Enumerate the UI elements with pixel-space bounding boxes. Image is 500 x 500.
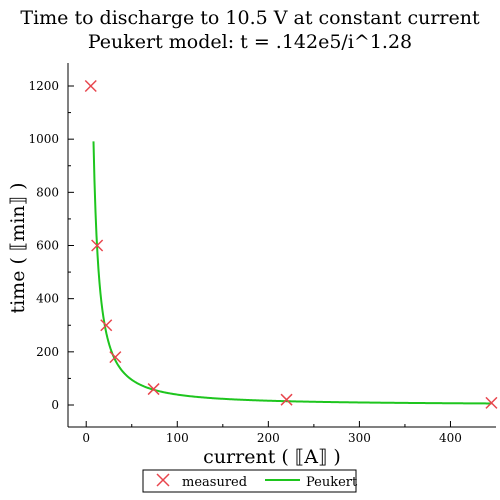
legend-marker-measured (156, 473, 170, 487)
chart-title: Time to discharge to 10.5 V at constant … (20, 7, 480, 29)
x-ticks: 0 100 200 300 400 (82, 421, 462, 445)
x-axis-label: current ( ⟦A⟧ ) (203, 446, 341, 468)
y-tick-label: 0 (51, 398, 59, 412)
chart-subtitle: Peukert model: t = .142e5/i^1.28 (88, 31, 412, 53)
x-tick-label: 0 (82, 431, 90, 445)
y-tick-label: 600 (36, 239, 59, 253)
data-point (91, 239, 104, 252)
legend-label-measured: measured (182, 475, 247, 490)
legend-box (142, 469, 357, 493)
line-layer (92, 141, 492, 405)
point-layer (84, 79, 498, 409)
data-point (84, 79, 97, 93)
data-point (147, 383, 160, 396)
axes (67, 63, 496, 428)
x-tick-label: 200 (257, 431, 280, 445)
x-tick-label: 400 (439, 431, 462, 445)
y-tick-label: 1000 (28, 132, 59, 146)
y-tick-label: 800 (36, 185, 59, 199)
data-point (485, 396, 498, 409)
y-axis-label: time ( ⟦min⟧ ) (7, 182, 29, 313)
legend-label-peukert: Peukert (306, 475, 358, 490)
legend: measured Peukert (142, 469, 358, 493)
data-point (280, 393, 293, 406)
data-point (100, 319, 113, 332)
peukert-series-line (92, 141, 492, 405)
data-point (109, 351, 122, 364)
y-tick-label: 200 (36, 345, 59, 359)
x-tick-label: 300 (348, 431, 371, 445)
y-tick-label: 400 (36, 292, 59, 306)
x-tick-label: 100 (166, 431, 189, 445)
y-tick-label: 1200 (28, 79, 59, 93)
y-ticks: 0 200 400 600 800 1000 1200 (28, 79, 74, 412)
